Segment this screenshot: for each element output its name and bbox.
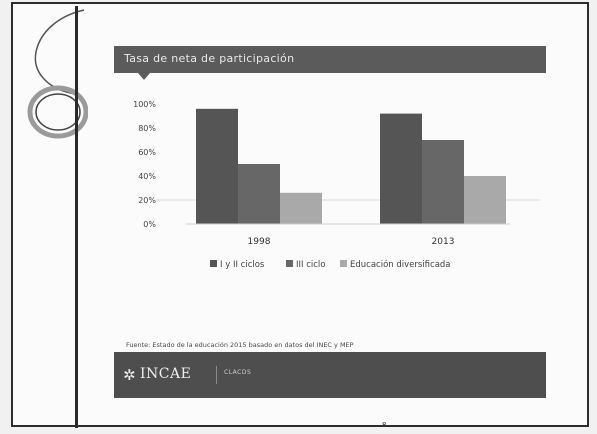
y-tick-label: 60% <box>138 148 156 157</box>
title-pointer <box>138 73 150 80</box>
x-tick-label: 1998 <box>248 237 271 247</box>
y-tick-label: 0% <box>143 220 156 229</box>
title-bar: Tasa de neta de participación <box>114 46 546 73</box>
bar <box>196 108 238 224</box>
legend-label: Educación diversificada <box>350 259 451 270</box>
legend-swatch <box>286 260 293 267</box>
partner-logo-text: CLACDS <box>224 369 252 376</box>
logo-text: INCAE <box>140 366 192 382</box>
y-tick-label: 40% <box>138 172 156 181</box>
incae-emblem-icon: ✲ <box>123 366 136 384</box>
slide-title: Tasa de neta de participación <box>124 52 295 65</box>
page-number: 8 <box>382 421 387 429</box>
bar <box>238 164 280 224</box>
footer-bar: ✲ INCAE CLACDS <box>114 352 546 398</box>
legend-swatch <box>210 260 217 267</box>
source-note: Fuente: Estado de la educación 2015 basa… <box>126 341 354 349</box>
bar <box>280 192 322 224</box>
logo-divider <box>216 366 217 384</box>
y-tick-label: 80% <box>138 124 156 133</box>
legend-swatch <box>340 260 347 267</box>
bar <box>464 176 506 224</box>
legend-label: I y II ciclos <box>220 260 265 270</box>
binder-rings-icon <box>27 9 88 139</box>
slide: Tasa de neta de participación 0% 20% 40% 60… <box>114 46 546 398</box>
margin-line <box>75 6 78 428</box>
incae-logo: ✲ INCAE <box>123 365 205 387</box>
y-tick-label: 100% <box>133 100 156 109</box>
bar-chart: 0% 20% 40% 60% 80% 100% 1998 2013 I y II ciclos I… <box>133 100 540 270</box>
bar <box>422 140 464 224</box>
bar <box>380 113 422 224</box>
x-tick-label: 2013 <box>432 237 455 247</box>
y-tick-label: 20% <box>138 196 156 205</box>
legend-label: III ciclo <box>296 260 326 270</box>
